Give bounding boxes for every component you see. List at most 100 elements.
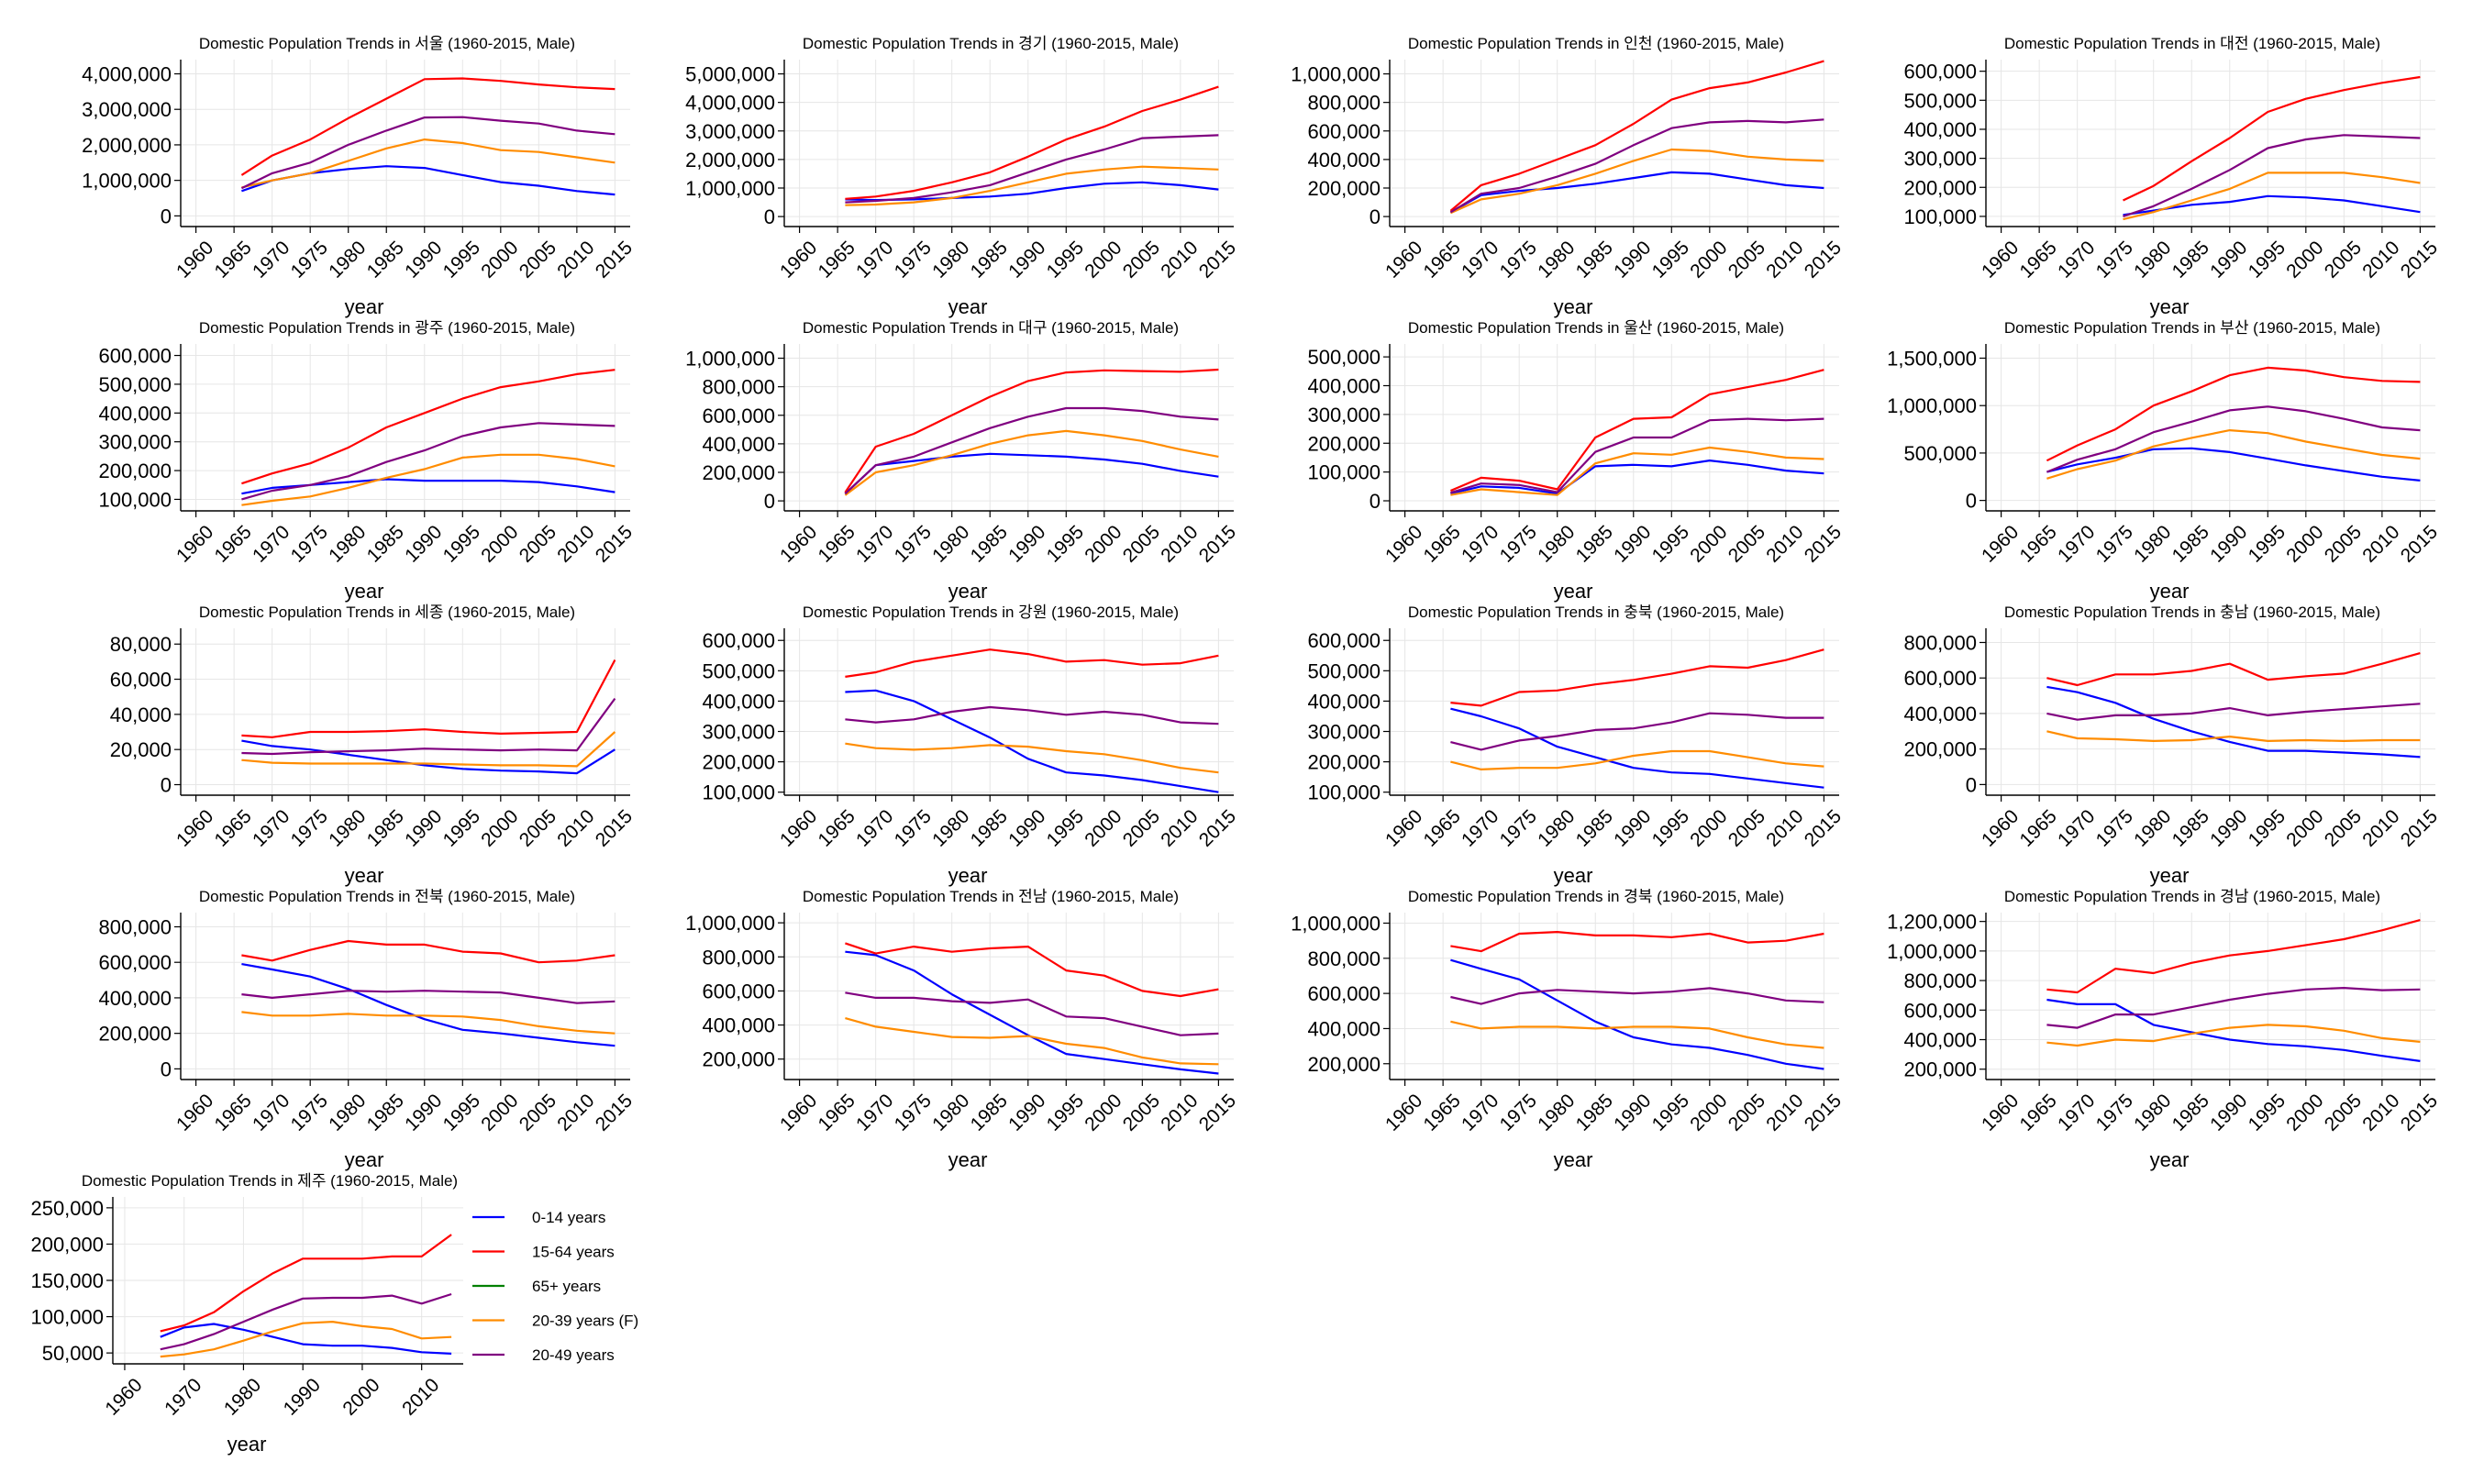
x-tick-label: 1960 — [172, 237, 217, 282]
x-tick-label: 1990 — [2206, 521, 2251, 566]
x-tick-label: 1960 — [776, 521, 821, 566]
series-line-20-39-years-f — [1450, 1020, 1824, 1049]
x-tick-label: 2010 — [553, 805, 598, 850]
panel-title: Domestic Population Trends in 경남 (1960-2… — [2004, 888, 2380, 905]
series-line-0-14-years — [241, 739, 615, 775]
series-line-0-14-years — [1450, 460, 1824, 495]
series-line-0-14-years — [2046, 447, 2421, 482]
x-tick-label: 1995 — [1648, 1090, 1693, 1135]
panel-title: Domestic Population Trends in 부산 (1960-2… — [2004, 319, 2380, 337]
series-line-20-39-years-f — [1450, 446, 1824, 496]
x-tick-label: 2015 — [1801, 1090, 1846, 1135]
x-tick-label: 2015 — [2397, 237, 2442, 282]
y-tick-label: 800,000 — [702, 376, 775, 399]
panel-충남: Domestic Population Trends in 충남 (1960-2… — [1903, 604, 2442, 887]
y-tick-label: 600,000 — [1903, 999, 1977, 1022]
x-tick-label: 2015 — [1801, 805, 1846, 850]
y-tick-label: 600,000 — [1903, 61, 1977, 83]
y-tick-label: 200,000 — [1307, 177, 1381, 200]
x-tick-label: 1965 — [211, 521, 256, 566]
x-tick-label: 1975 — [287, 1090, 332, 1135]
panel-부산: Domestic Population Trends in 부산 (1960-2… — [1887, 319, 2442, 603]
x-tick-label: 1970 — [249, 237, 294, 282]
x-tick-label: 2010 — [2358, 1090, 2403, 1135]
series-line-20-39-years-f — [1450, 749, 1824, 771]
y-tick-label: 400,000 — [1307, 1017, 1381, 1040]
y-tick-label: 600,000 — [702, 404, 775, 427]
legend: 0-14 years 15-64 years 65+ years 20-39 year… — [472, 1209, 638, 1364]
panel-title: Domestic Population Trends in 전북 (1960-2… — [199, 888, 575, 905]
x-tick-label: 2010 — [1157, 805, 1202, 850]
x-tick-label: 2005 — [1724, 805, 1769, 850]
x-tick-label: 1995 — [1043, 521, 1088, 566]
y-tick-label: 400,000 — [702, 690, 775, 713]
x-tick-label: 1995 — [1648, 237, 1693, 282]
x-tick-label: 1990 — [1004, 521, 1049, 566]
y-tick-label: 3,000,000 — [685, 120, 775, 143]
x-tick-label: 2010 — [1762, 805, 1807, 850]
x-tick-label: 1960 — [776, 237, 821, 282]
series-line-20-39-years-f — [845, 1017, 1219, 1066]
panel-전북: Domestic Population Trends in 전북 (1960-2… — [98, 888, 637, 1171]
x-tick-label: 2005 — [1724, 521, 1769, 566]
series-line-15-64-years — [845, 85, 1219, 200]
series-line-0-14-years — [2046, 998, 2421, 1062]
series-line-20-49-years — [241, 697, 616, 756]
x-tick-label: 2005 — [1119, 805, 1164, 850]
x-tick-label: 1990 — [401, 237, 446, 282]
y-tick-label: 0 — [764, 490, 775, 513]
x-tick-label: 1980 — [1534, 1090, 1579, 1135]
x-tick-label: 1965 — [2016, 805, 2061, 850]
x-tick-label: 1975 — [1496, 1090, 1541, 1135]
x-tick-label: 1970 — [852, 1090, 897, 1135]
x-axis-label: year — [2150, 580, 2190, 603]
x-tick-label: 1965 — [815, 521, 859, 566]
x-tick-label: 2005 — [1119, 521, 1164, 566]
x-tick-label: 1980 — [325, 1090, 370, 1135]
panel-title: Domestic Population Trends in 제주 (1960-2… — [82, 1172, 458, 1190]
y-tick-label: 400,000 — [1903, 118, 1977, 141]
x-tick-label: 1995 — [1648, 805, 1693, 850]
panel-title: Domestic Population Trends in 대전 (1960-2… — [2004, 35, 2380, 52]
y-tick-label: 0 — [764, 205, 775, 228]
y-tick-label: 1,000,000 — [1887, 940, 1977, 963]
x-axis-label: year — [1554, 295, 1593, 318]
y-tick-label: 0 — [1966, 490, 1977, 513]
y-tick-label: 4,000,000 — [82, 62, 172, 85]
x-tick-label: 1995 — [1043, 1090, 1088, 1135]
panel-강원: Domestic Population Trends in 강원 (1960-2… — [702, 604, 1240, 887]
panel-서울: Domestic Population Trends in 서울 (1960-2… — [82, 35, 637, 318]
series-line-15-64-years — [1449, 369, 1824, 493]
panel-대전: Domestic Population Trends in 대전 (1960-2… — [1903, 35, 2442, 318]
x-tick-label: 2015 — [2397, 1090, 2442, 1135]
y-tick-label: 600,000 — [702, 980, 775, 1002]
series-line-20-49-years — [1450, 987, 1824, 1005]
series-line-0-14-years — [241, 963, 615, 1047]
x-tick-label: 1990 — [280, 1374, 325, 1419]
series-line-15-64-years — [241, 369, 615, 485]
series-line-15-64-years — [2046, 366, 2421, 462]
x-tick-label: 1985 — [363, 521, 408, 566]
y-tick-label: 0 — [161, 205, 172, 227]
x-tick-label: 1980 — [220, 1374, 265, 1419]
series-line-20-49-years — [240, 116, 615, 190]
y-tick-label: 0 — [1966, 773, 1977, 796]
y-tick-label: 200,000 — [702, 751, 775, 774]
x-tick-label: 1990 — [1610, 1090, 1655, 1135]
series-line-20-49-years — [844, 406, 1219, 495]
y-tick-label: 1,200,000 — [1887, 911, 1977, 934]
series-line-15-64-years — [844, 368, 1219, 493]
x-tick-label: 1980 — [325, 805, 370, 850]
series-line-20-49-years — [2046, 703, 2421, 721]
series-line-20-49-years — [2046, 405, 2421, 473]
x-tick-label: 1965 — [1420, 237, 1465, 282]
y-tick-label: 400,000 — [1903, 1029, 1977, 1052]
panel-title: Domestic Population Trends in 충남 (1960-2… — [2004, 604, 2380, 621]
x-axis-label: year — [345, 1148, 384, 1171]
x-tick-label: 2015 — [1801, 521, 1846, 566]
panel-title: Domestic Population Trends in 전남 (1960-2… — [803, 888, 1179, 905]
x-tick-label: 1975 — [1496, 805, 1541, 850]
x-tick-label: 1990 — [1610, 521, 1655, 566]
y-tick-label: 40,000 — [110, 703, 172, 726]
y-tick-label: 400,000 — [98, 402, 172, 425]
